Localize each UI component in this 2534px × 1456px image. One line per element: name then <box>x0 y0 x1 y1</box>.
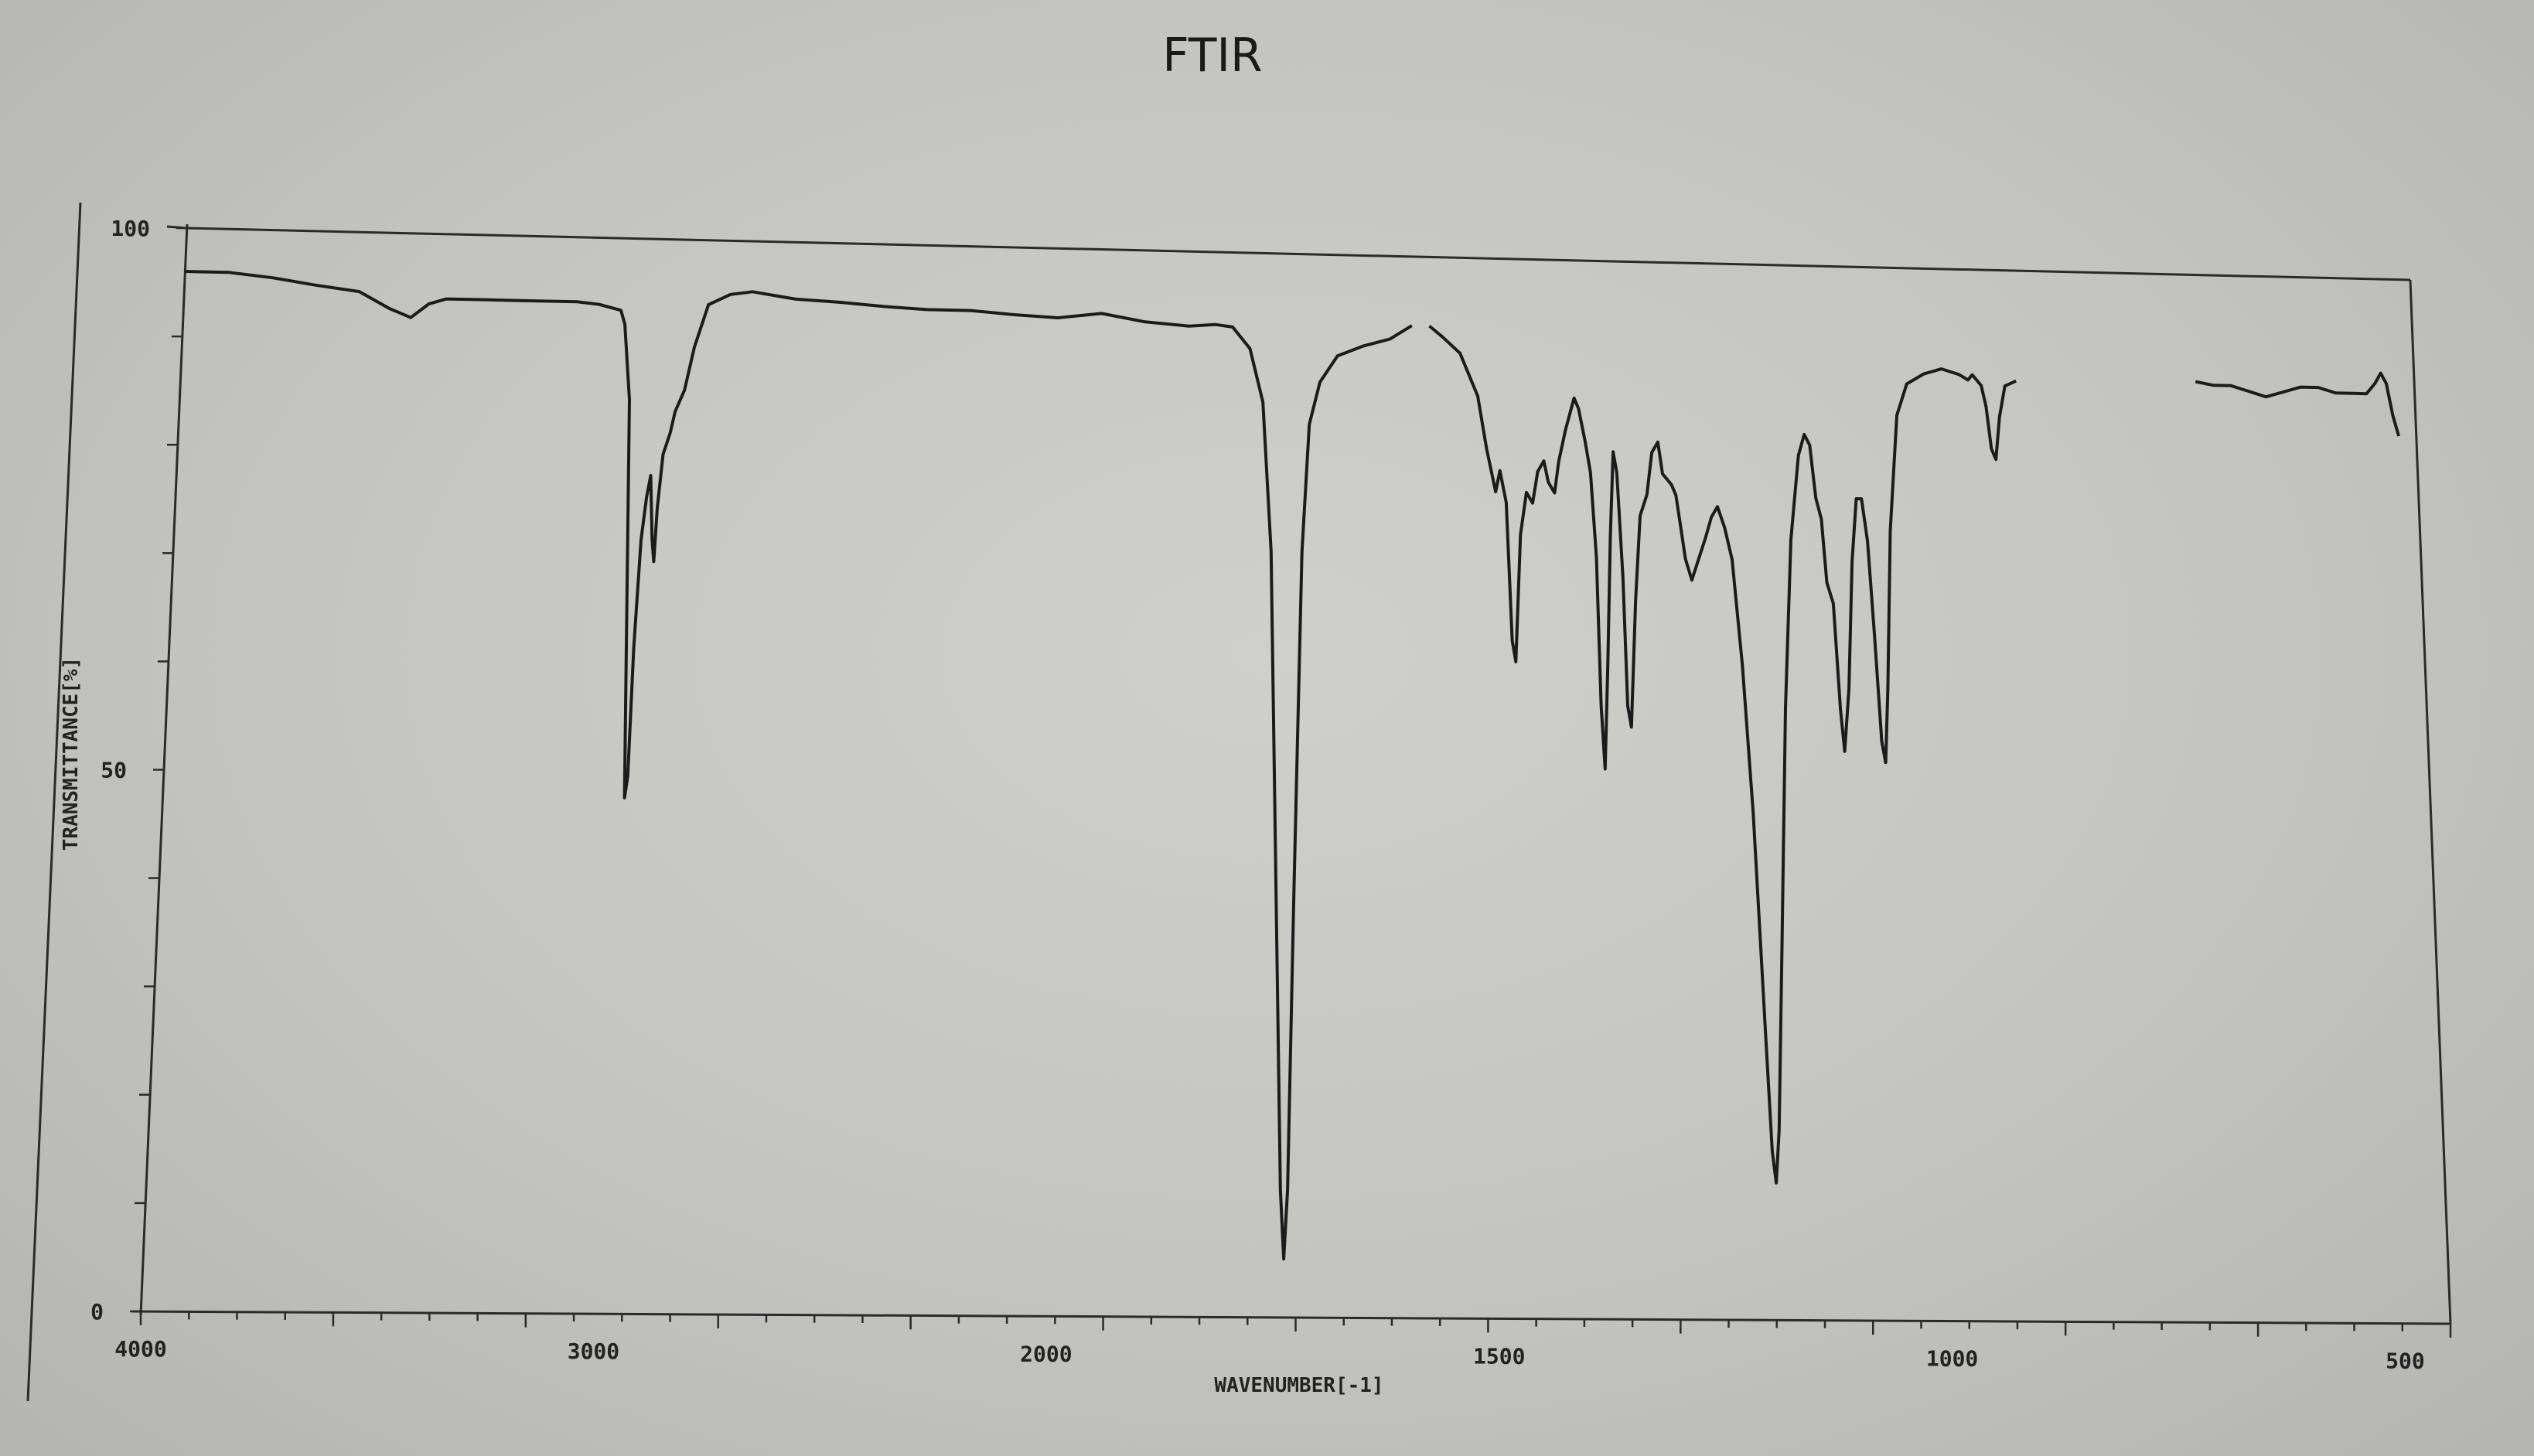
x-axis-line <box>132 1310 2451 1325</box>
x-tick-label: 1500 <box>1473 1343 1525 1369</box>
y-tick-label: 50 <box>101 758 127 783</box>
spectrum-series-segment <box>185 270 1413 1261</box>
axis-ticks <box>130 227 2452 1338</box>
y-axis-line <box>26 202 82 1402</box>
x-axis-label: WAVENUMBER[-1] <box>1214 1374 1383 1397</box>
x-tick-label: 3000 <box>568 1338 619 1364</box>
x-tick-label: 2000 <box>1020 1341 1072 1366</box>
plot-right-border <box>2409 279 2452 1325</box>
x-tick-label: 4000 <box>114 1336 166 1362</box>
spectrum-series-segment <box>2195 371 2401 437</box>
y-tick-label: 0 <box>90 1299 104 1325</box>
plot-top-border <box>186 227 2411 281</box>
chart-title: FTIR <box>1162 29 1263 83</box>
axis-labels: 4000 3000 2000 1500 1000 500100500WAVENUMBER[… <box>60 216 2425 1397</box>
plot-frame <box>26 202 2452 1402</box>
x-tick-label: 500 <box>2386 1349 2425 1374</box>
series-layer <box>185 270 2401 1261</box>
spectrum-series-segment <box>1428 325 2017 1185</box>
y-tick-label: 100 <box>111 216 150 241</box>
x-tick-label: 1000 <box>1926 1346 1978 1372</box>
y-axis-label: TRANSMITTANCE[%] <box>60 657 83 851</box>
